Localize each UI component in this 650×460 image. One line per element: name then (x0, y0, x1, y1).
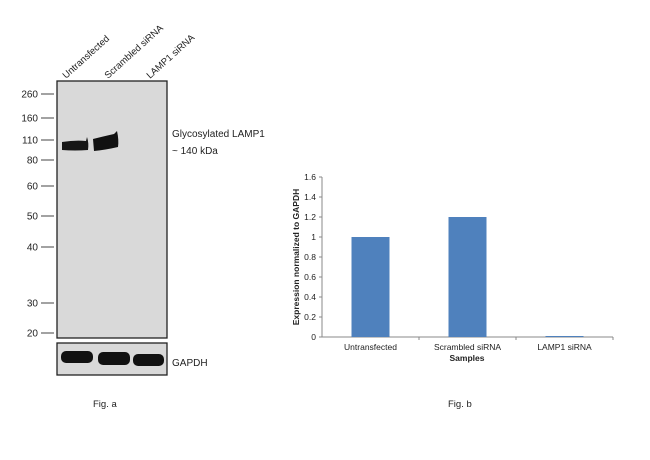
lamp1-bands (62, 131, 119, 151)
marker-label: 40 (27, 243, 39, 254)
y-tick-label: 0.8 (304, 252, 316, 262)
x-tick-label: LAMP1 siRNA (537, 342, 592, 352)
blot-membrane (56, 80, 168, 339)
x-tick-label: Untransfected (344, 342, 397, 352)
y-tick-label: 0.2 (304, 312, 316, 322)
y-tick-label: 1.4 (304, 192, 316, 202)
marker-label: 50 (27, 212, 39, 223)
y-tick-label: 0.6 (304, 272, 316, 282)
band-untransfected (62, 137, 89, 151)
y-axis-label: Expression normalized to GAPDH (291, 189, 301, 326)
marker-ladder: 260 160 110 80 60 50 40 30 20 (21, 90, 54, 340)
marker-label: 110 (22, 136, 38, 147)
bar-chart: 0 0.2 0.4 0.6 0.8 1 1.2 1.4 1.6 Untransfected Scr… (291, 172, 614, 410)
y-tick-label: 0.4 (304, 292, 316, 302)
x-tick-label: Scrambled siRNA (434, 342, 501, 352)
band-label-line2: ~ 140 kDa (172, 146, 218, 157)
marker-label: 80 (27, 156, 39, 167)
western-blot: Untransfected Scrambled siRNA LAMP1 siRN… (21, 22, 265, 410)
y-tick-label: 1.6 (304, 172, 316, 182)
bar-1 (351, 237, 390, 337)
y-tick-label: 1 (311, 232, 316, 242)
marker-label: 30 (27, 299, 39, 310)
y-tick-label: 0 (311, 332, 316, 342)
gapdh-band-2 (98, 352, 130, 365)
gapdh-band-1 (61, 351, 93, 363)
bar-2 (448, 217, 487, 337)
caption-fig-a: Fig. a (93, 399, 117, 410)
x-axis-label: Samples (450, 353, 485, 363)
band-scrambled (93, 131, 119, 151)
caption-fig-b: Fig. b (448, 399, 472, 410)
y-tick-label: 1.2 (304, 212, 316, 222)
marker-label: 260 (21, 90, 38, 101)
gapdh-label: GAPDH (172, 358, 208, 369)
band-label-line1: Glycosylated LAMP1 (172, 129, 265, 140)
marker-label: 20 (27, 329, 39, 340)
marker-label: 160 (21, 114, 38, 125)
bar-3 (545, 336, 584, 337)
gapdh-band-3 (133, 354, 164, 366)
marker-label: 60 (27, 182, 39, 193)
